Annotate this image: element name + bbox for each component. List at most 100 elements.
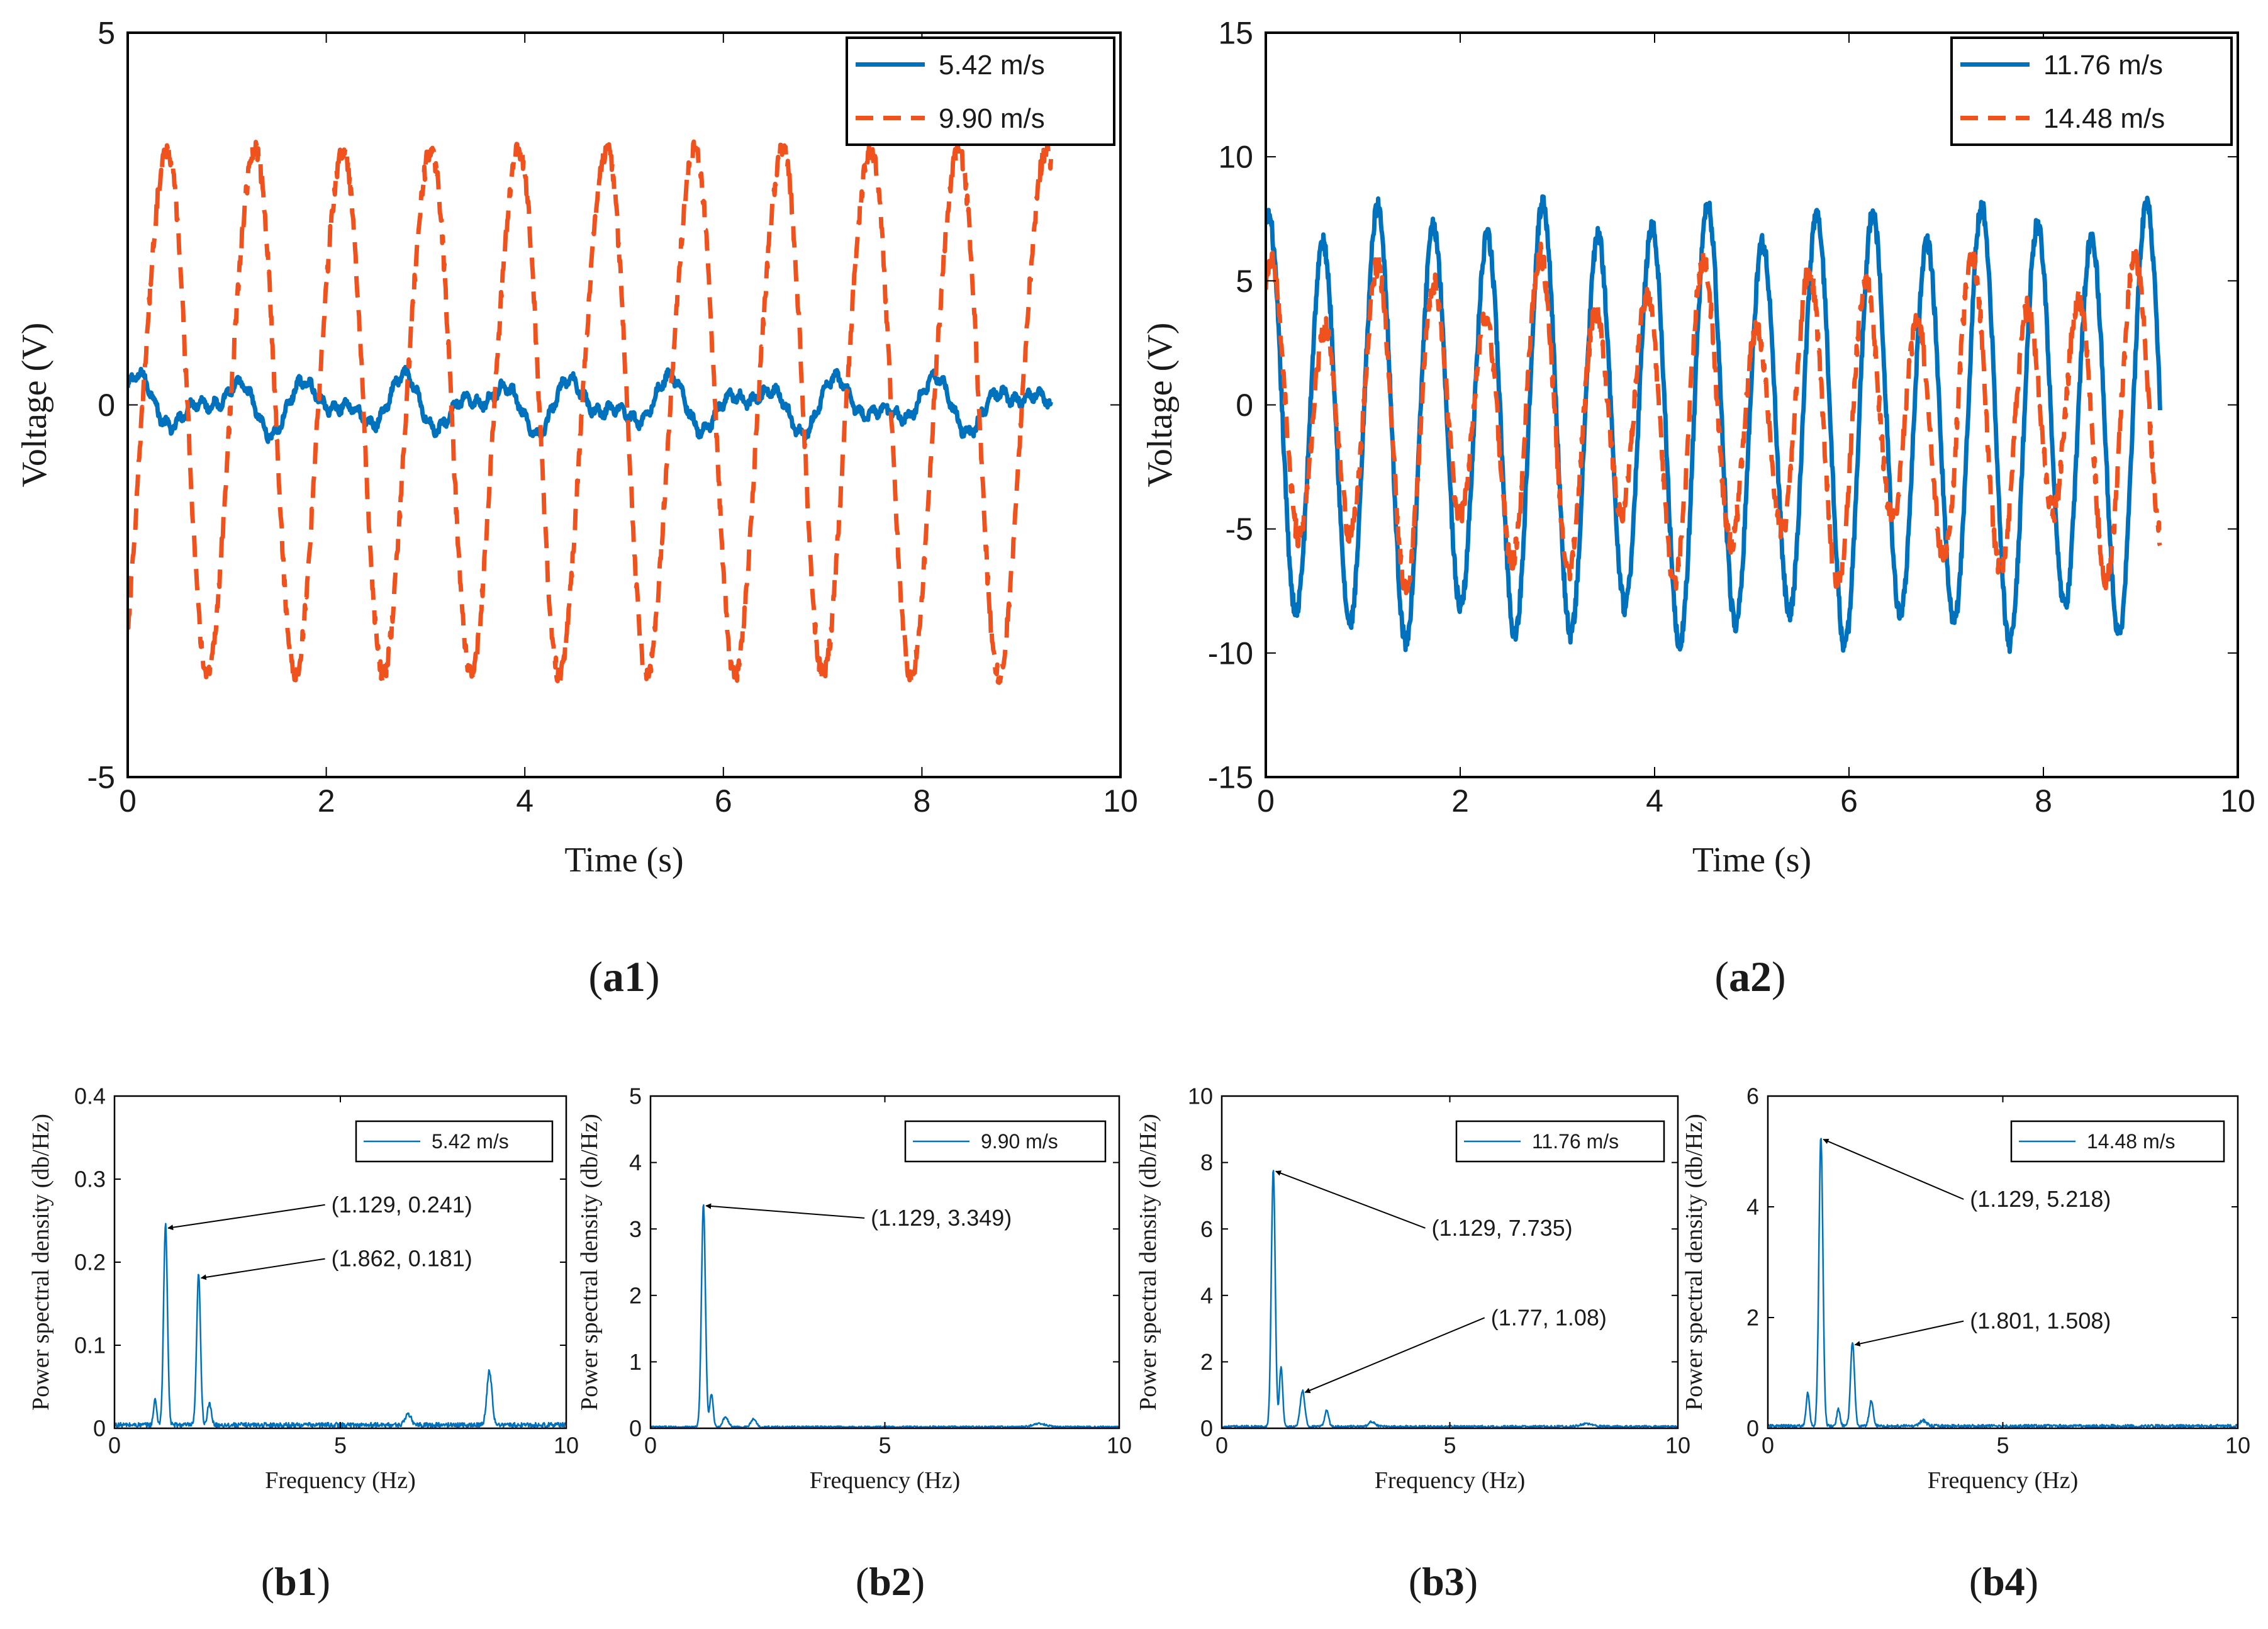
x-tick-label: 10 [2225,1433,2250,1458]
x-axis-label: Frequency (Hz) [1375,1467,1526,1494]
y-tick-label: 0.2 [74,1250,106,1275]
legend-label: 9.90 m/s [939,103,1045,134]
y-tick-label: 8 [1200,1150,1213,1175]
y-tick-label: 0.1 [74,1333,106,1358]
y-tick-label: 10 [1188,1083,1213,1109]
y-tick-label: 10 [1218,140,1253,175]
series-line-9-90-m-s [128,139,1053,686]
x-tick-label: 0 [1215,1433,1228,1458]
y-tick-label: 5 [629,1083,642,1109]
x-tick-label: 4 [1646,783,1663,819]
chart-a2: 0 2 4 6 8 10 -15 -10 -5 0 5 10 15 Time (s) Voltage (V)… [1141,16,2255,1001]
legend: 14.48 m/s [2010,1120,2225,1163]
x-tick-label: 4 [516,783,533,819]
y-tick-label: 0 [629,1416,642,1441]
panel-label: (a1) [588,953,659,1000]
y-tick-label: 0 [1236,388,1253,423]
x-tick-label: 0 [1762,1433,1774,1458]
y-tick-label: 6 [1746,1083,1759,1109]
legend: 11.76 m/s [1455,1120,1665,1163]
annotation-label: (1.862, 0.181) [332,1246,472,1272]
annotation-label: (1.77, 1.08) [1491,1304,1607,1330]
y-tick-label: -5 [87,760,115,795]
legend-label: 14.48 m/s [2087,1130,2176,1153]
x-tick-label: 5 [878,1433,891,1458]
annotation-arrow [200,1258,325,1280]
legend: 9.90 m/s [904,1120,1107,1163]
panel-label: (b4) [1969,1559,2038,1604]
legend-label: 5.42 m/s [432,1130,509,1153]
x-tick-label: 0 [108,1433,121,1458]
series-line-5-42-m-s [128,364,1053,444]
y-tick-label: 0.3 [74,1167,106,1192]
legend-label: 5.42 m/s [939,50,1045,81]
y-tick-label: 2 [1200,1349,1213,1375]
y-tick-label: -5 [1226,512,1253,547]
annotation-arrow [1823,1138,1964,1200]
x-tick-label: 0 [644,1433,657,1458]
series-group [1266,194,2162,654]
y-axis-label: Power spectral density (db/Hz) [28,1114,54,1411]
x-tick-label: 10 [1103,783,1138,819]
legend-label: 14.48 m/s [2043,103,2165,134]
panel-label: (b3) [1409,1559,1478,1604]
x-axis-label: Time (s) [1692,841,1811,880]
x-tick-label: 6 [1840,783,1858,819]
annotation-label: (1.801, 1.508) [1970,1308,2111,1334]
x-tick-label: 5 [334,1433,347,1458]
annotation-label: (1.129, 3.349) [871,1205,1012,1231]
y-tick-label: 6 [1200,1216,1213,1242]
x-tick-label: 10 [554,1433,579,1458]
annotation-arrow [705,1203,865,1219]
x-axis-label: Frequency (Hz) [1928,1467,2079,1494]
y-tick-label: 15 [1218,16,1253,51]
y-axis-label: Power spectral density (db/Hz) [576,1114,603,1411]
annotation-arrow [167,1204,325,1231]
y-tick-label: 0 [1746,1416,1759,1441]
x-tick-label: 2 [318,783,335,819]
annotation-label: (1.129, 5.218) [1970,1186,2111,1212]
x-tick-label: 8 [2035,783,2052,819]
y-tick-label: 0 [1200,1416,1213,1441]
y-tick-label: 4 [1746,1194,1759,1220]
chart-b4: 0 5 10 0 2 4 6 Frequency (Hz) Power spectral den… [1681,1083,2250,1604]
x-tick-label: 10 [2220,783,2255,819]
y-tick-label: 2 [629,1282,642,1308]
y-tick-label: 4 [629,1150,642,1175]
series-line-14-48-m-s [1266,242,2162,595]
series-group [128,139,1053,686]
y-axis-label: Voltage (V) [1141,323,1180,488]
x-tick-label: 0 [1257,783,1275,819]
chart-b2: 0 5 10 0 1 2 3 4 5 Frequency (Hz) Power spectral d… [576,1083,1132,1604]
legend: 5.42 m/s [355,1120,554,1163]
annotation-arrow [1275,1170,1426,1229]
y-tick-label: -15 [1208,760,1253,795]
legend-box [846,36,1115,146]
annotation-arrow [1854,1320,1964,1346]
x-tick-label: 2 [1451,783,1469,819]
chart-b3: 0 5 10 0 2 4 6 8 10 Frequency (Hz) Power spectral … [1135,1083,1690,1604]
legend: 11.76 m/s 14.48 m/s [1950,36,2233,146]
x-tick-label: 5 [1443,1433,1456,1458]
panel-label: (b1) [261,1559,330,1604]
chart-b1: 0 5 10 0 0.1 0.2 0.3 0.4 Frequency (Hz) Power spe… [28,1083,579,1604]
x-axis-label: Frequency (Hz) [810,1467,961,1494]
y-tick-label: 4 [1200,1282,1213,1308]
y-tick-label: 2 [1746,1305,1759,1331]
legend: 5.42 m/s 9.90 m/s [846,36,1115,146]
panel-label: (a2) [1714,953,1785,1000]
y-tick-label: -10 [1208,635,1253,671]
y-tick-label: 1 [629,1349,642,1375]
annotation-label: (1.129, 0.241) [332,1192,472,1218]
panel-label: (b2) [856,1559,925,1604]
x-tick-label: 0 [119,783,137,819]
legend-box [1950,36,2233,146]
legend-label: 11.76 m/s [2043,50,2163,81]
y-tick-label: 0.4 [74,1083,106,1109]
y-axis-label: Power spectral density (db/Hz) [1681,1114,1707,1411]
y-axis-label: Voltage (V) [15,323,54,488]
x-tick-label: 6 [715,783,732,819]
x-tick-label: 8 [913,783,930,819]
